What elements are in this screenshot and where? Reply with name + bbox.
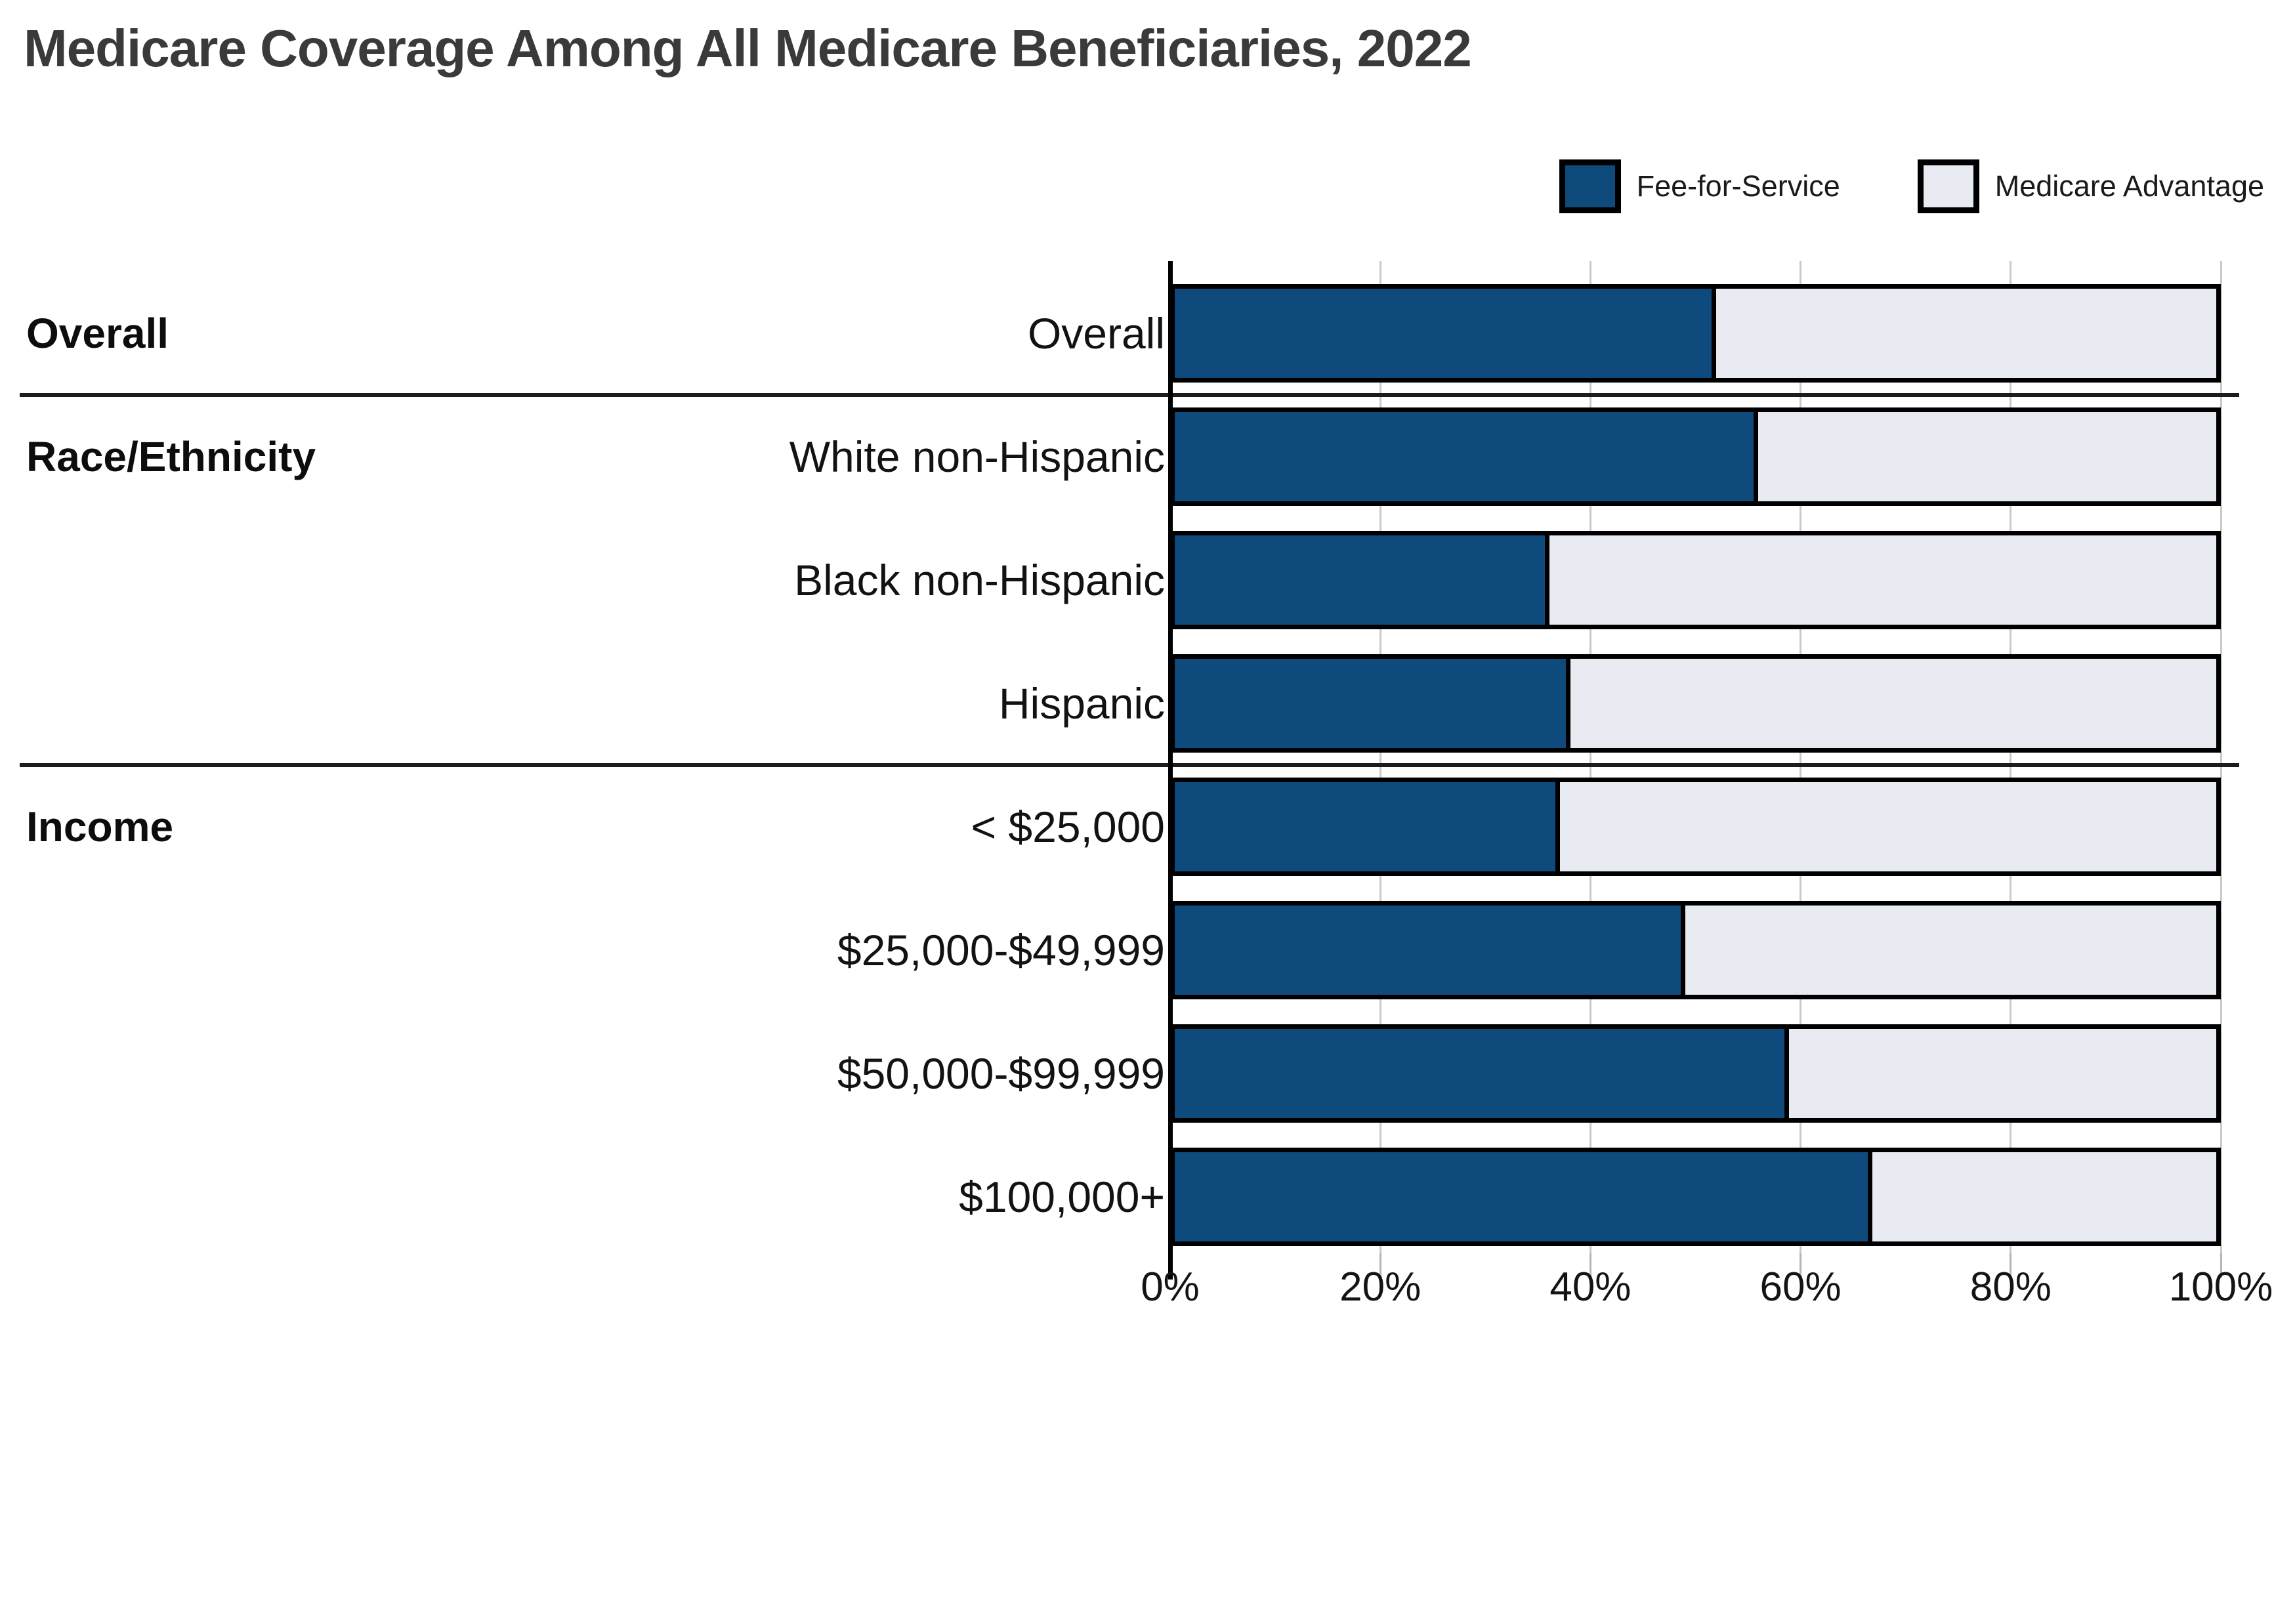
chart-title: Medicare Coverage Among All Medicare Ben… <box>24 19 1472 77</box>
fee-for-service-segment <box>1175 412 1758 501</box>
axis-tick <box>2010 1253 2012 1278</box>
legend-label: Fee-for-Service <box>1636 169 1840 203</box>
legend: Fee-for-Service Medicare Advantage <box>1559 159 2264 213</box>
medicare-advantage-swatch <box>1917 159 1979 213</box>
x-axis-tick-label: 40% <box>1549 1264 1632 1310</box>
group-separator-line <box>20 763 2239 767</box>
fee-for-service-swatch <box>1559 159 1621 213</box>
axis-tick <box>2220 1253 2222 1278</box>
gridline <box>2220 261 2222 1253</box>
group-label: Overall <box>26 310 169 357</box>
bar-row <box>1170 778 2221 876</box>
fee-for-service-segment <box>1175 906 1685 995</box>
bar-row <box>1170 1024 2221 1123</box>
bar-row <box>1170 284 2221 383</box>
fee-for-service-segment <box>1175 659 1571 748</box>
axis-tick <box>1379 1253 1381 1278</box>
category-label: $50,000-$99,999 <box>837 1049 1165 1098</box>
x-axis-tick-label: 100% <box>2168 1264 2273 1310</box>
y-axis-line <box>1168 261 1173 1280</box>
x-axis-tick-label: 20% <box>1339 1264 1421 1310</box>
gridline <box>2010 261 2012 1253</box>
category-label: $25,000-$49,999 <box>837 926 1165 974</box>
legend-label: Medicare Advantage <box>1994 169 2264 203</box>
x-axis-tick-label: 0% <box>1141 1264 1200 1310</box>
legend-item-fee-for-service: Fee-for-Service <box>1559 159 1840 213</box>
fee-for-service-segment <box>1175 782 1561 871</box>
category-label: White non-Hispanic <box>789 432 1165 481</box>
fee-for-service-segment <box>1175 1152 1873 1241</box>
fee-for-service-segment <box>1175 1029 1790 1118</box>
group-separator-line <box>20 393 2239 397</box>
category-label: Black non-Hispanic <box>794 556 1165 604</box>
category-label: < $25,000 <box>971 802 1165 851</box>
axis-tick <box>1800 1253 1802 1278</box>
fee-for-service-segment <box>1175 289 1717 378</box>
bar-row <box>1170 654 2221 753</box>
bar-row <box>1170 531 2221 629</box>
x-axis-tick-label: 60% <box>1759 1264 1842 1310</box>
axis-tick <box>1589 1253 1591 1278</box>
category-label: $100,000+ <box>959 1173 1165 1221</box>
x-axis-tick-label: 80% <box>1969 1264 2052 1310</box>
category-label: Overall <box>1027 309 1165 358</box>
bar-row <box>1170 407 2221 506</box>
gridline <box>1589 261 1591 1253</box>
gridline <box>1379 261 1381 1253</box>
bar-row <box>1170 901 2221 999</box>
category-label: Hispanic <box>998 679 1165 728</box>
fee-for-service-segment <box>1175 535 1550 625</box>
gridline <box>1800 261 1802 1253</box>
group-label: Race/Ethnicity <box>26 433 316 480</box>
legend-item-medicare-advantage: Medicare Advantage <box>1917 159 2264 213</box>
group-label: Income <box>26 803 174 850</box>
bar-row <box>1170 1148 2221 1246</box>
